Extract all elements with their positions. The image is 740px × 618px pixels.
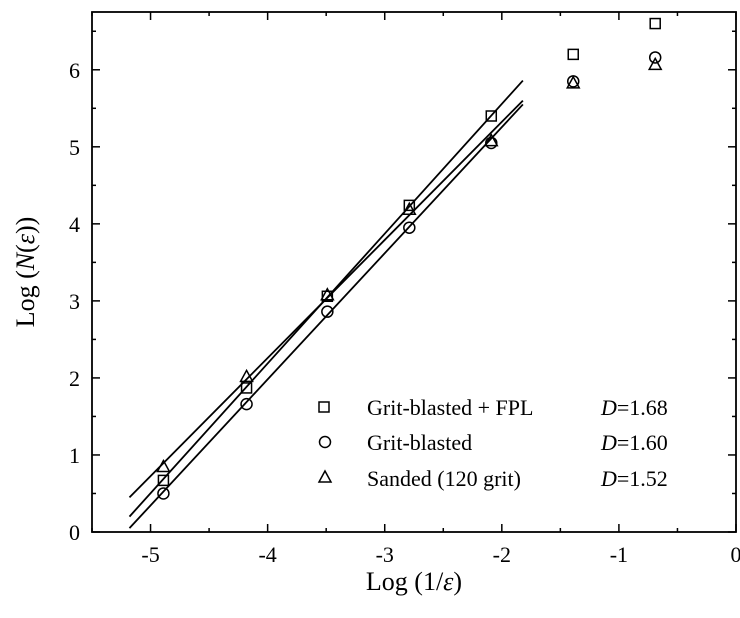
data-point-triangle — [320, 287, 335, 301]
x-tick-label: -2 — [493, 542, 511, 567]
x-axis-title: Log (1/ε) — [366, 567, 462, 596]
data-point-circle — [485, 136, 498, 150]
data-point-triangle — [402, 201, 417, 215]
y-tick-label: 6 — [69, 58, 80, 83]
legend-entry-grit-blasted-fpl: Grit-blasted + FPL D=1.68 — [318, 395, 668, 420]
legend-label: Grit-blasted + FPL — [367, 395, 533, 420]
y-tick-label: 5 — [69, 135, 80, 160]
data-point-circle — [157, 487, 170, 500]
x-tick-label: 0 — [731, 542, 740, 567]
y-axis-title: Log (N(ε)) — [11, 217, 40, 328]
axis-ticks — [91, 12, 737, 533]
data-point-triangle — [484, 133, 499, 147]
y-tick-label: 2 — [69, 366, 80, 391]
data-markers — [156, 17, 663, 500]
data-point-square — [403, 199, 416, 212]
data-point-triangle — [565, 75, 581, 89]
y-tick-label: 4 — [69, 212, 80, 237]
data-point-square — [567, 48, 579, 61]
data-point-square — [157, 474, 170, 487]
y-tick-label: 1 — [69, 443, 80, 468]
y-tick-label: 0 — [69, 520, 80, 545]
legend-triangle-marker — [317, 469, 333, 483]
legend-d-value: D=1.68 — [600, 395, 668, 420]
data-point-triangle — [239, 368, 254, 383]
tick-labels: -5 -4 -3 -2 -1 0 0 1 2 3 4 5 6 — [69, 58, 740, 567]
plot-frame — [91, 11, 737, 533]
x-tick-label: -1 — [610, 542, 628, 567]
legend-circle-marker — [318, 435, 332, 449]
legend-entry-grit-blasted: Grit-blasted D=1.60 — [318, 430, 668, 455]
fit-line-triangle — [128, 99, 524, 498]
x-tick-label: -3 — [376, 542, 394, 567]
x-tick-label: -5 — [141, 542, 159, 567]
fit-lines — [128, 79, 524, 529]
legend-d-value: D=1.60 — [600, 430, 668, 455]
data-point-square — [485, 110, 498, 122]
data-point-circle — [403, 221, 416, 234]
legend-entry-sanded: Sanded (120 grit) D=1.52 — [317, 466, 668, 491]
data-point-square — [649, 17, 661, 30]
legend: Grit-blasted + FPL D=1.68 Grit-blasted D… — [317, 395, 668, 491]
data-point-circle — [240, 397, 253, 411]
legend-d-value: D=1.52 — [600, 466, 668, 491]
data-point-circle — [321, 305, 334, 318]
legend-label: Grit-blasted — [367, 430, 472, 455]
x-tick-label: -4 — [258, 542, 276, 567]
data-point-square — [321, 290, 334, 303]
y-tick-label: 3 — [69, 289, 80, 314]
data-point-square — [240, 382, 253, 394]
legend-label: Sanded (120 grit) — [367, 466, 521, 491]
data-point-triangle — [156, 458, 171, 473]
data-point-triangle — [647, 56, 663, 71]
data-point-circle — [648, 51, 662, 64]
legend-square-marker — [318, 401, 330, 413]
